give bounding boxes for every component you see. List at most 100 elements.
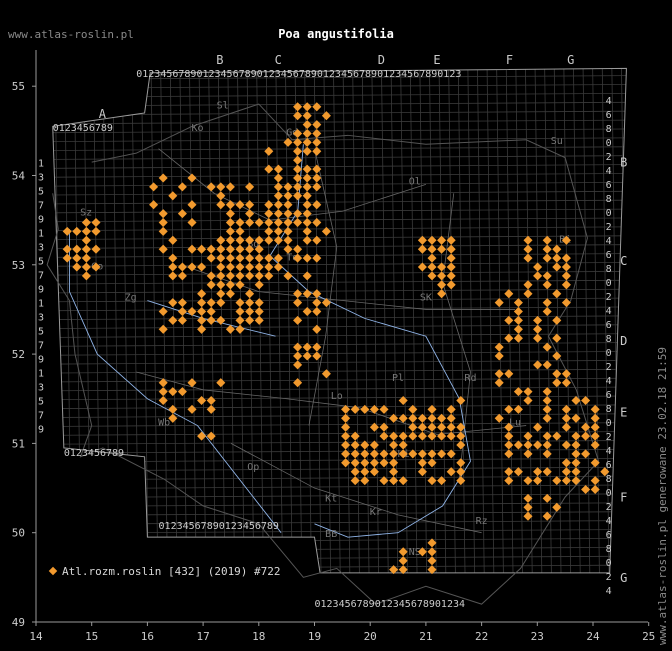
grid-letter-right: D — [620, 334, 627, 348]
record-marker — [225, 271, 235, 281]
grid-digit-left: 5 — [38, 327, 44, 338]
record-marker — [264, 164, 274, 174]
record-marker — [245, 209, 255, 219]
record-marker — [312, 217, 322, 228]
record-marker — [293, 146, 303, 156]
record-marker — [552, 369, 562, 379]
record-marker — [177, 387, 187, 397]
grid-letter: D — [378, 53, 385, 67]
record-marker — [542, 244, 552, 254]
record-marker — [245, 298, 255, 308]
record-marker — [302, 128, 312, 139]
grid-digit-right: 2 — [606, 432, 612, 443]
record-marker — [245, 289, 255, 299]
grid-digit-left: 3 — [38, 173, 44, 184]
record-marker — [225, 200, 235, 210]
record-marker — [91, 226, 101, 236]
record-marker — [312, 324, 322, 334]
record-marker — [254, 306, 264, 317]
record-marker — [225, 217, 235, 228]
region-code: Lo — [331, 391, 343, 402]
record-marker — [561, 262, 571, 272]
record-marker — [206, 306, 216, 317]
legend-marker-icon — [48, 566, 58, 576]
record-marker — [168, 191, 178, 201]
record-marker — [168, 271, 178, 281]
record-marker — [197, 262, 207, 272]
record-marker — [235, 280, 245, 290]
record-marker — [302, 235, 312, 245]
record-marker — [571, 395, 581, 406]
region-code: BB — [325, 529, 337, 540]
record-marker — [187, 404, 197, 414]
record-marker — [235, 226, 245, 236]
grid-digit-right: 0 — [606, 348, 612, 359]
record-marker — [245, 262, 255, 272]
record-marker — [293, 351, 303, 361]
record-marker — [533, 271, 543, 281]
record-marker — [561, 422, 571, 432]
region-code: Rd — [464, 373, 476, 384]
record-marker — [235, 262, 245, 272]
record-marker — [264, 217, 274, 228]
record-marker — [225, 289, 235, 299]
river — [269, 144, 471, 538]
record-marker — [254, 253, 264, 263]
record-marker — [561, 280, 571, 290]
record-marker — [283, 271, 293, 281]
x-tick-label: 25 — [642, 630, 655, 643]
grid-letter-right: B — [620, 156, 627, 170]
grid-digit-left: 7 — [38, 341, 44, 352]
grid-digit-left: 1 — [38, 159, 44, 170]
record-marker — [197, 298, 207, 308]
record-marker — [542, 395, 552, 406]
river — [68, 229, 282, 533]
record-marker — [523, 289, 533, 299]
record-marker — [187, 244, 197, 254]
grid-digit-left: 1 — [38, 229, 44, 240]
grid-digit-left: 7 — [38, 201, 44, 212]
record-marker — [177, 182, 187, 192]
grid-digit-right: 6 — [606, 390, 612, 401]
record-marker — [293, 378, 303, 388]
record-marker — [590, 422, 600, 432]
record-marker — [235, 315, 245, 325]
legend-label: Atl.rozm.roslin [432] (2019) #722 — [62, 565, 281, 578]
record-marker — [283, 200, 293, 210]
record-marker — [62, 226, 72, 236]
record-marker — [321, 111, 331, 121]
record-marker — [177, 271, 187, 281]
record-marker — [494, 369, 504, 379]
region-code: Kt — [325, 493, 337, 504]
x-tick-label: 21 — [419, 630, 432, 643]
record-marker — [312, 137, 322, 147]
record-marker — [312, 235, 322, 245]
record-marker — [168, 404, 178, 414]
grid-digit-left: 5 — [38, 397, 44, 408]
record-marker — [293, 315, 303, 325]
record-marker — [206, 182, 216, 192]
site-label[interactable]: www.atlas-roslin.pl — [8, 28, 134, 41]
record-marker — [302, 306, 312, 317]
record-marker — [158, 244, 168, 254]
record-marker — [561, 440, 571, 450]
record-marker — [542, 440, 552, 450]
record-marker — [571, 431, 581, 441]
record-marker — [494, 351, 504, 361]
record-marker — [216, 182, 226, 192]
grid-letter: B — [216, 53, 223, 67]
record-marker — [62, 253, 72, 263]
record-marker — [149, 200, 159, 210]
record-marker — [235, 235, 245, 245]
record-marker — [542, 387, 552, 397]
record-marker — [177, 262, 187, 272]
record-marker — [235, 298, 245, 308]
record-marker — [168, 235, 178, 245]
record-marker — [264, 226, 274, 236]
grid-digit-right: 0 — [606, 208, 612, 219]
record-marker — [293, 155, 303, 165]
record-marker — [225, 244, 235, 254]
record-marker — [302, 271, 312, 281]
record-marker — [216, 298, 226, 308]
record-marker — [283, 235, 293, 245]
